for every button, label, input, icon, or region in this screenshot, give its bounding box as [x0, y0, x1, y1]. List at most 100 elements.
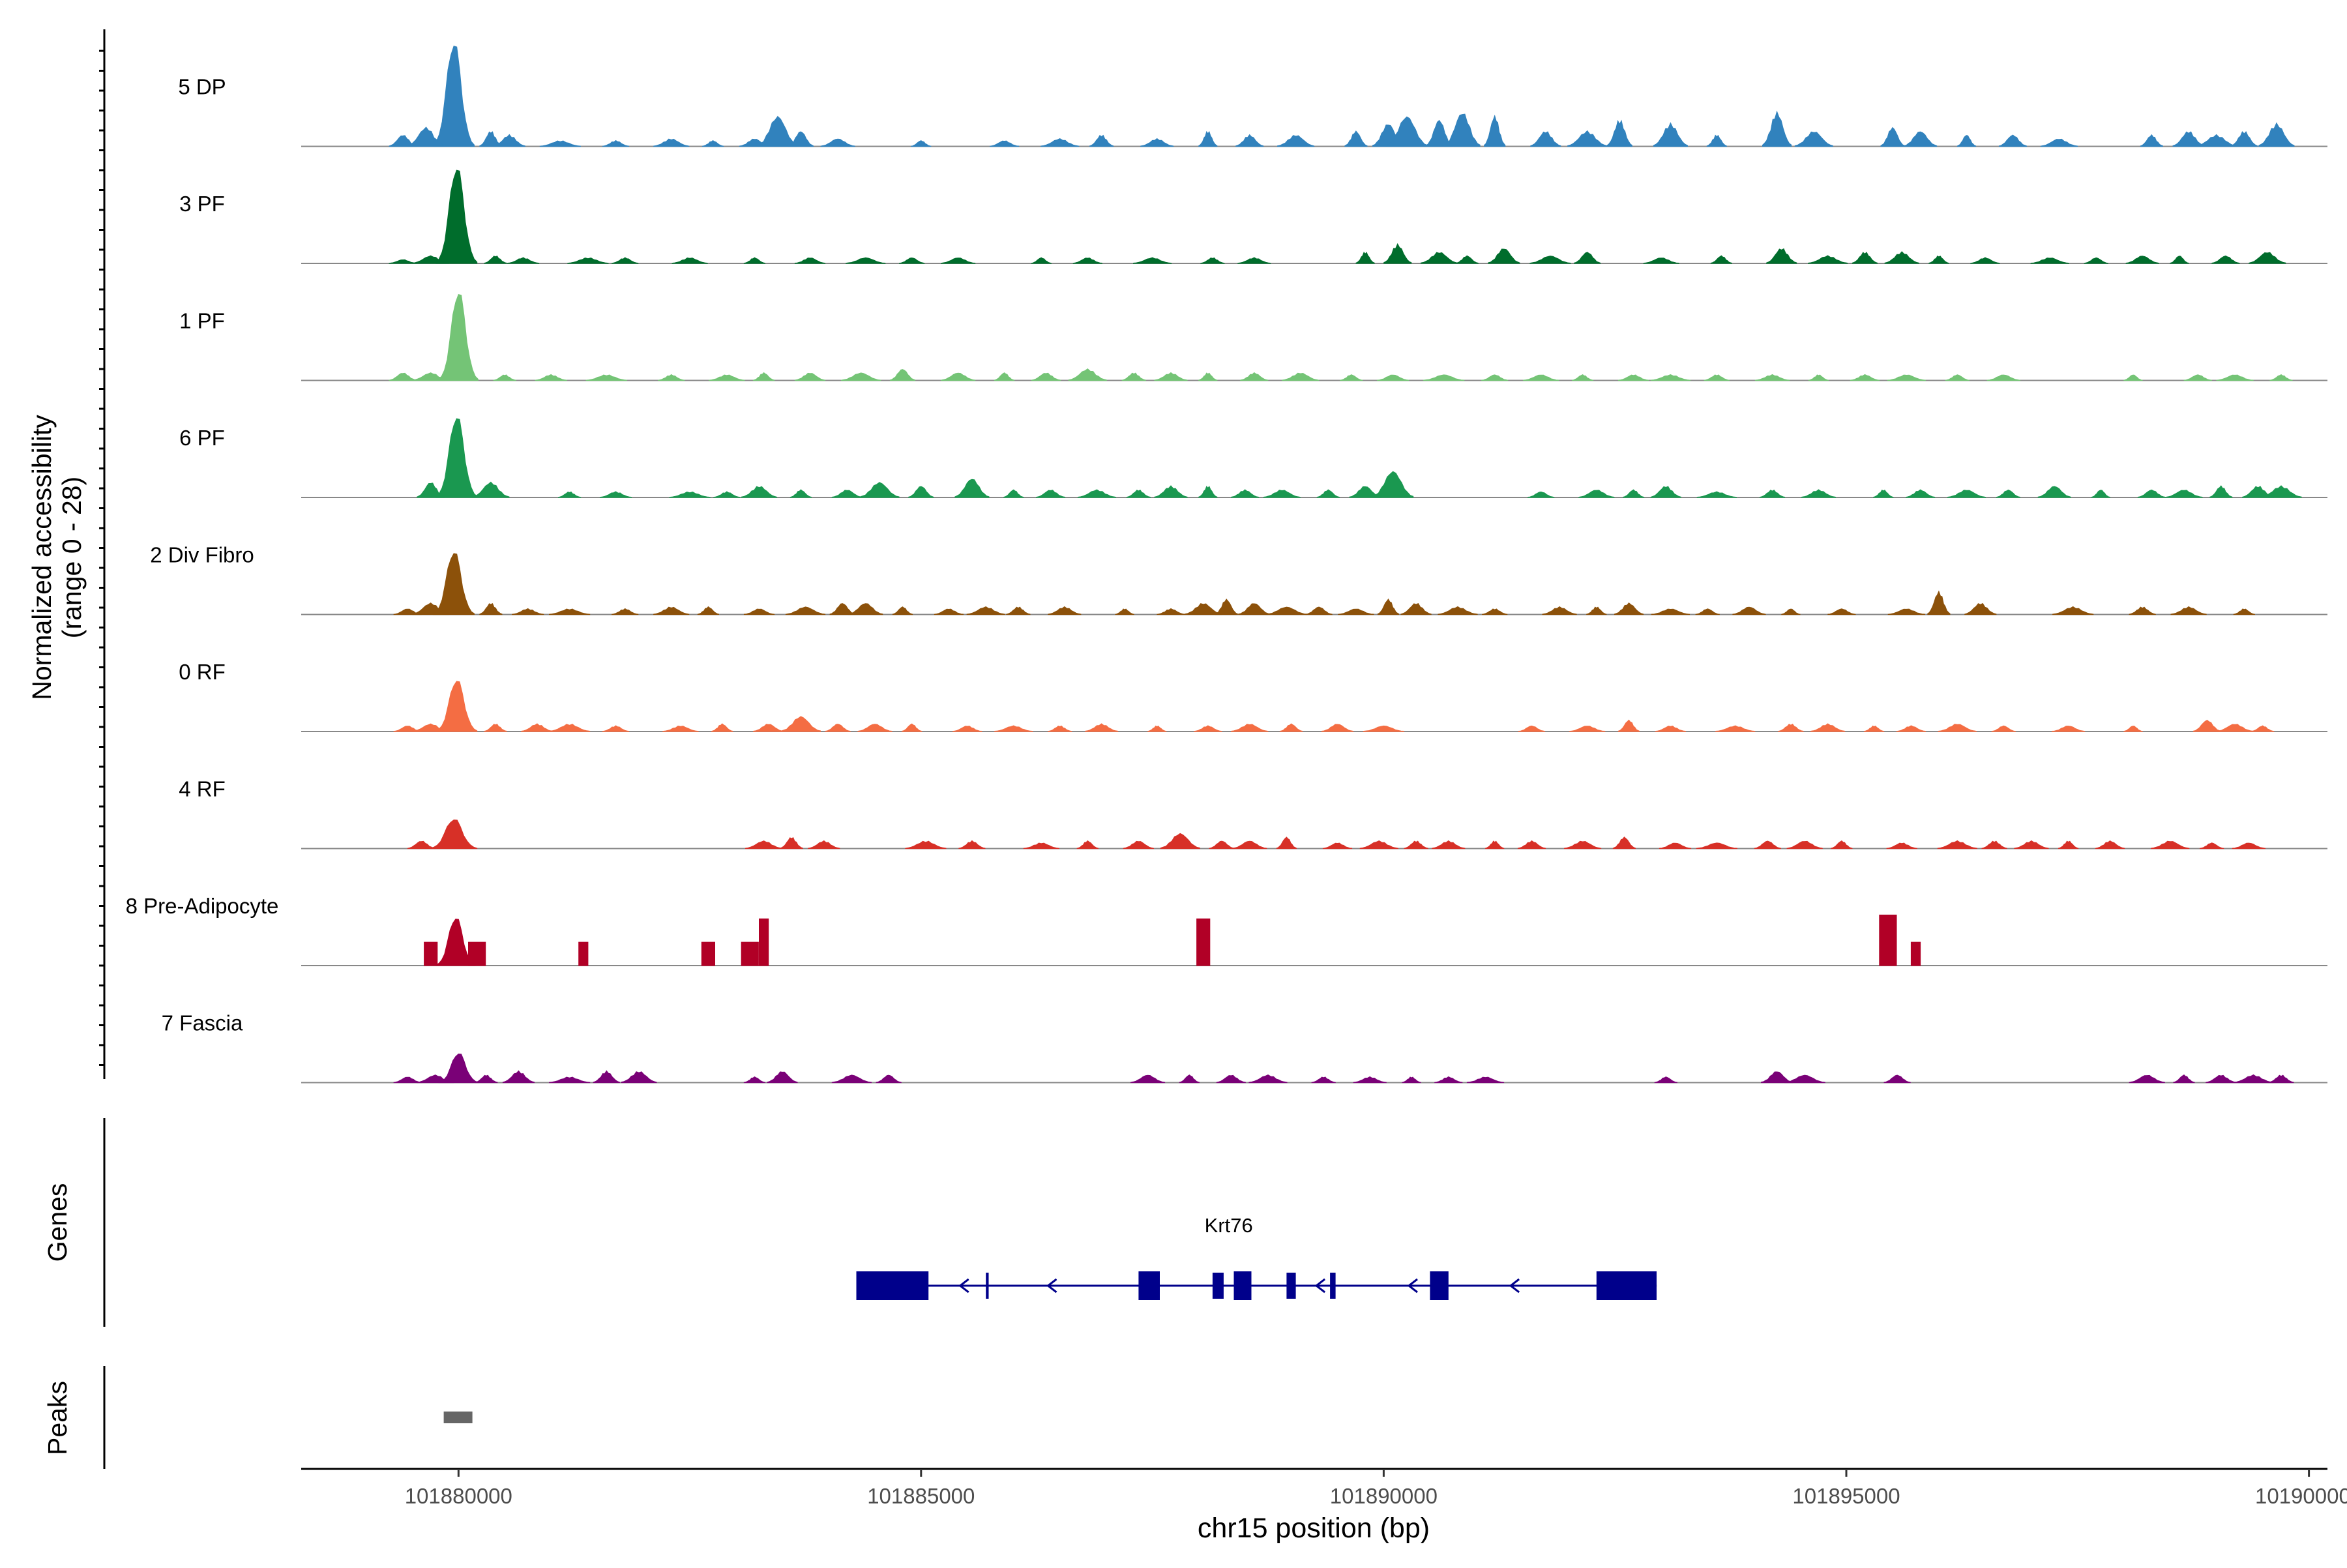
track-peak: [2140, 134, 2163, 147]
track-peak: [1041, 138, 1080, 147]
track-peak: [2129, 606, 2156, 615]
track-peak: [1438, 606, 1478, 615]
track-peak: [831, 490, 863, 498]
track-peak: [1827, 608, 1856, 615]
track-peak: [1154, 372, 1188, 381]
track-peak: [1383, 243, 1412, 264]
track-peak: [1715, 725, 1756, 732]
track-peak: [743, 1076, 765, 1084]
track-peak: [653, 606, 690, 615]
track-peak: [743, 608, 775, 615]
track-peak: [905, 840, 947, 850]
track-peak: [743, 257, 765, 264]
track-peak: [1072, 258, 1102, 264]
gene-strand-arrow: [958, 1278, 969, 1294]
track-peak: [658, 374, 685, 381]
x-axis-label: chr15 position (bp): [1198, 1513, 1430, 1544]
track-main-peak: [433, 553, 475, 615]
track-peak: [1910, 941, 1921, 966]
track-peak: [1344, 130, 1368, 147]
track-peak: [599, 491, 632, 498]
gene-exon: [856, 1271, 929, 1300]
gene-strand-arrow: [1407, 1278, 1418, 1294]
track-peak: [780, 836, 803, 850]
track-peak: [2260, 485, 2302, 498]
track-peak: [1147, 725, 1167, 732]
track-peak: [1265, 606, 1307, 615]
track-peak: [602, 140, 630, 147]
track-peak: [1179, 1074, 1200, 1084]
track-peak: [1938, 724, 1977, 732]
track-peak: [829, 603, 855, 615]
track-peak: [1732, 606, 1766, 615]
track-peak: [1154, 485, 1188, 498]
track-peak: [1696, 491, 1737, 498]
track-peak: [2095, 840, 2125, 850]
track-peak: [2258, 122, 2295, 147]
track-peak: [1209, 840, 1235, 850]
track-peak: [966, 606, 1005, 615]
track-peak: [846, 257, 886, 264]
coverage-track: 6 PF: [179, 418, 2327, 498]
track-label: 7 Fascia: [162, 1011, 243, 1035]
x-axis: 101880000 101885000 101890000 101895000 1019…: [301, 1468, 2347, 1508]
track-peak: [1887, 608, 1925, 615]
gene-exon: [1138, 1271, 1160, 1300]
track-peak: [1048, 606, 1082, 615]
track-peak: [1198, 486, 1218, 498]
gene-strand-arrow: [1046, 1278, 1057, 1294]
track-peak: [1706, 134, 1727, 147]
track-peak: [1704, 374, 1730, 381]
track-peak: [1194, 725, 1222, 732]
track-peak: [612, 257, 639, 264]
track-peak: [1215, 599, 1238, 615]
track-peak: [1121, 372, 1146, 381]
track-peak: [412, 372, 450, 381]
track-peak: [841, 372, 881, 381]
track-peak: [934, 608, 964, 615]
track-peak: [2268, 1074, 2294, 1084]
track-peak: [1068, 368, 1107, 381]
track-peak: [1864, 725, 1885, 732]
track-peak: [1766, 248, 1797, 264]
peaks-track: [443, 1412, 473, 1423]
track-peak: [602, 725, 630, 732]
track-peak: [1801, 489, 1837, 498]
track-main-peak: [430, 819, 478, 850]
gene-exon: [1233, 1271, 1252, 1300]
track-peak: [1031, 372, 1061, 381]
gene-exon: [1286, 1273, 1296, 1299]
coverage-track: 7 Fascia: [162, 1011, 2327, 1084]
track-peak: [1614, 602, 1644, 615]
track-peak: [1695, 608, 1720, 615]
track-peak: [2232, 842, 2266, 850]
track-peak: [1484, 114, 1506, 147]
coverage-track: 4 RF: [179, 777, 2327, 850]
x-tick-label: 101890000: [1330, 1484, 1438, 1508]
gene-exon: [1212, 1273, 1224, 1299]
track-peak: [1340, 374, 1363, 381]
track-peak: [941, 372, 976, 381]
track-peak: [911, 140, 932, 147]
track-peak: [1048, 725, 1072, 732]
track-peak: [1402, 1076, 1421, 1084]
track-peak: [1996, 489, 2020, 498]
track-peak: [1904, 131, 1938, 147]
gene-exon: [1430, 1271, 1449, 1300]
track-peak: [2170, 606, 2207, 615]
track-peak: [1006, 606, 1031, 615]
track-peak: [1761, 1071, 1793, 1084]
track-peak: [1928, 255, 1949, 264]
track-peak: [1523, 374, 1559, 381]
track-peak: [1653, 122, 1688, 147]
genes-track-label: Genes: [42, 1183, 72, 1262]
track-peak: [1322, 842, 1353, 850]
track-peak: [2052, 726, 2086, 732]
gene-track: [856, 1271, 1657, 1300]
track-peak: [1896, 725, 1926, 732]
track-peak: [1528, 491, 1555, 498]
track-peak: [1542, 606, 1577, 615]
track-peak: [899, 257, 925, 264]
track-peak: [1386, 116, 1428, 147]
track-peak: [1160, 833, 1200, 850]
